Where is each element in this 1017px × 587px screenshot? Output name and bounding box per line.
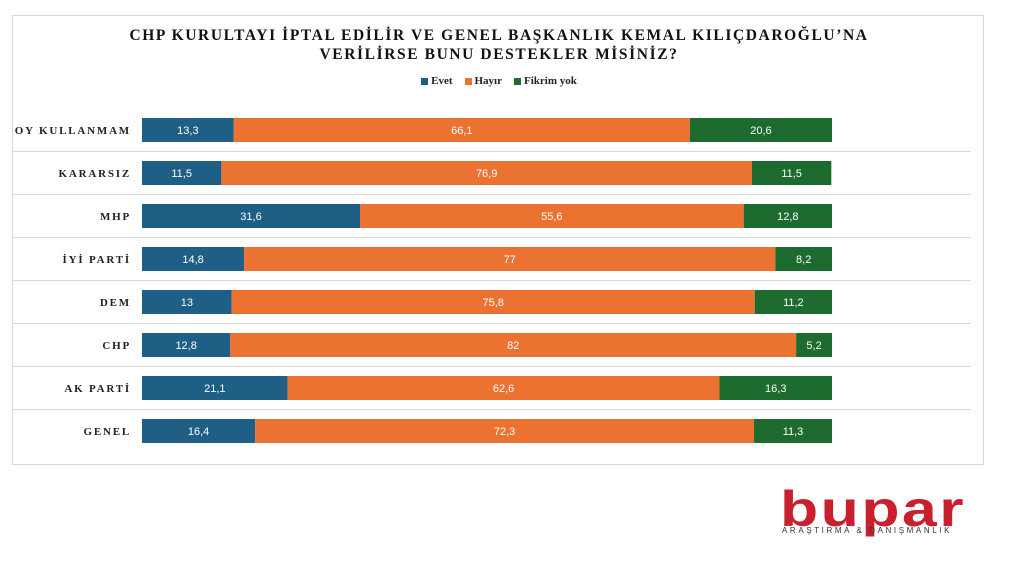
chart-title-line-1: CHP KURULTAYI İPTAL EDİLİR VE GENEL BAŞK… [129,27,869,44]
data-label: 5,2 [806,340,821,352]
logo-wordmark: bupar [780,481,967,537]
category-label: MHP [100,211,131,223]
bar-segment [142,290,232,314]
data-label: 16,4 [188,426,209,438]
legend-label-evet: Evet [431,75,453,87]
legend-swatch-evet [421,77,429,85]
chart-legend: Evet Hayır Fikrim yok [13,75,985,87]
bar-segment [255,419,755,443]
data-label: 66,1 [451,125,472,137]
data-label: 55,6 [541,211,562,223]
legend-item-hayir: Hayır [464,75,503,87]
bupar-logo: bupar ARAŞTIRMA & DANIŞMANLIK [780,484,980,538]
bar-segment [142,333,231,357]
data-label: 12,8 [777,211,798,223]
bar-segment [221,161,752,185]
bar-segment [244,247,776,271]
legend-swatch-hayir [464,77,472,85]
bar-segment [142,419,256,443]
bar-segment [142,204,361,228]
bar-segment [230,333,797,357]
legend-swatch-fikrim-yok [514,77,521,85]
legend-label-hayir: Hayır [474,75,503,87]
bar-segment [689,118,832,142]
data-label: 62,6 [493,383,514,395]
bar-segment [751,161,832,185]
chart-title-line-2: VERİLİRSE BUNU DESTEKLER MİSİNİZ? [319,46,679,63]
data-label: 16,3 [765,383,786,395]
data-label: 31,6 [240,211,261,223]
category-label: DEM [100,297,131,309]
stacked-bar-plot: OY KULLANMAM 13,3 66,1 20,6 KARARSIZ 11,5 76,9… [13,118,971,443]
data-label: 11,5 [781,168,802,180]
bar-segment [142,376,288,400]
data-label: 77 [504,254,516,266]
legend-label-fikrim-yok: Fikrim yok [524,75,577,87]
data-label: 75,8 [482,297,503,309]
logo-tagline: ARAŞTIRMA & DANIŞMANLIK [782,526,953,535]
bar-segment [142,247,245,271]
data-label: 13,3 [177,125,198,137]
category-label: CHP [102,340,131,352]
bar-segment [142,118,234,142]
data-label: 20,6 [750,125,771,137]
bar-segment [360,204,744,228]
data-label: 76,9 [476,168,497,180]
data-label: 11,5 [171,168,192,180]
data-label: 8,2 [796,254,811,266]
legend-item-evet: Evet [421,75,453,87]
bar-segment [287,376,720,400]
bar-segment [719,376,832,400]
bar-segment [142,161,222,185]
data-label: 72,3 [494,426,515,438]
chart-title: CHP KURULTAYI İPTAL EDİLİR VE GENEL BAŞK… [13,26,985,64]
bar-segment [231,290,755,314]
legend-item-fikrim-yok: Fikrim yok [514,75,577,87]
data-label: 12,8 [175,340,196,352]
data-label: 21,1 [204,383,225,395]
bar-segment [233,118,690,142]
data-label: 82 [507,340,519,352]
data-label: 11,3 [783,426,804,438]
category-label: GENEL [83,426,131,438]
category-label: OY KULLANMAM [15,125,131,137]
data-label: 14,8 [182,254,203,266]
data-label: 11,2 [783,297,804,309]
bar-segment [775,247,832,271]
bar-segment [796,333,832,357]
category-label: KARARSIZ [59,168,131,180]
bar-segment [743,204,832,228]
category-label: AK PARTİ [64,383,131,395]
bar-segment [754,290,832,314]
category-label: İYİ PARTİ [63,254,131,266]
bar-segment [754,419,832,443]
data-label: 13 [181,297,193,309]
chart-container: CHP KURULTAYI İPTAL EDİLİR VE GENEL BAŞK… [12,15,984,465]
